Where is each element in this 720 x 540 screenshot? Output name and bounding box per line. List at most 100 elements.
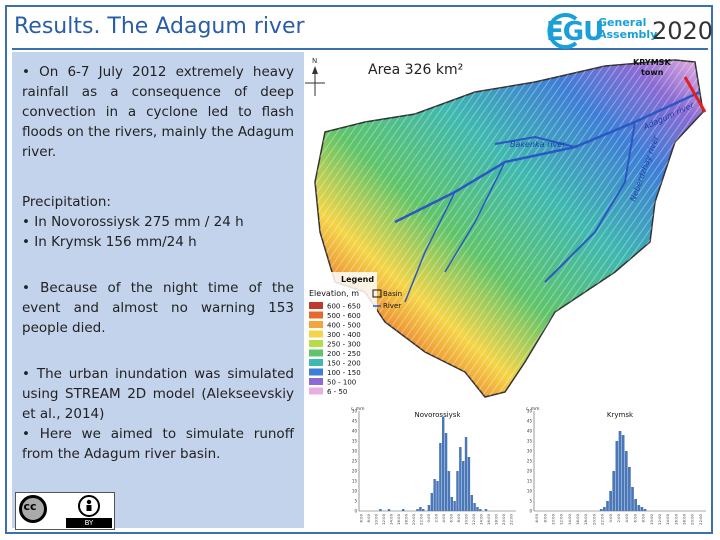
chart-bar [436, 481, 439, 511]
chart-x-tick: 18:00 [682, 513, 687, 525]
model-paragraph: • The urban inundation was simulated usi… [22, 364, 294, 464]
chart-x-tick: 20:00 [501, 513, 506, 525]
chart-x-tick: 12:00 [381, 513, 386, 525]
chart-y-tick: 40 [352, 429, 358, 434]
chart-x-tick: 12:00 [657, 513, 662, 525]
map-legend: Legend Elevation, m Basin River 600 - 65… [307, 272, 402, 400]
chart-y-tick: 0 [354, 509, 357, 514]
north-arrow-icon: N [305, 57, 325, 96]
chart-bar [618, 431, 622, 511]
chart-x-tick: 10:00 [374, 513, 379, 525]
chart-x-tick: 8:00 [366, 513, 371, 522]
chart-bar [479, 509, 482, 511]
chart-x-tick: 4:00 [624, 513, 629, 522]
chart-bar [447, 471, 451, 511]
chart-bar [422, 509, 425, 511]
chart-bar [599, 509, 603, 511]
adagum-river-line [394, 90, 701, 224]
model-text: • The urban inundation was simulated usi… [22, 366, 294, 422]
chart-y-tick: 15 [527, 479, 533, 484]
chart-x-tick: 2:00 [616, 513, 621, 522]
chart-y-tick: 20 [352, 469, 358, 474]
chart-y-tick: 15 [352, 479, 358, 484]
chart-bar [387, 509, 391, 511]
chart-x-tick: 14:00 [567, 513, 572, 525]
chart-bar [470, 495, 473, 511]
chart-x-tick: 22:00 [508, 513, 513, 525]
krymsk-chart: r, mm Krymsk 0 5 10 15 20 25 30 35 40 45 50 6:00 8:00 1… [520, 403, 710, 533]
chart-bar [416, 509, 419, 511]
legend-class-label: 100 - 150 [327, 369, 361, 377]
legend-swatch [309, 321, 323, 328]
legend-swatch [309, 368, 323, 376]
legend-swatch [309, 378, 323, 385]
chart-x-tick: 6:00 [632, 513, 637, 522]
precipitation-block: Precipitation: • In Novorossiysk 275 mm … [22, 192, 294, 252]
chart-bar [461, 461, 465, 511]
chart-bar [621, 435, 625, 511]
egu-line2: Assembly [598, 28, 658, 41]
legend-swatch [309, 330, 323, 338]
chart-y-tick: 30 [352, 449, 358, 454]
chart-bar [379, 509, 382, 511]
chart-bar [430, 493, 434, 511]
chart-bar [402, 509, 405, 511]
legend-swatch [309, 340, 323, 347]
chart-y-tick: 25 [527, 459, 533, 464]
chart-bar [603, 507, 606, 511]
chart-bar [444, 433, 448, 511]
by-label: BY [66, 518, 112, 528]
legend-swatch [309, 311, 323, 319]
legend-class-label: 250 - 300 [327, 341, 361, 349]
precip-item-novorossiysk: • In Novorossiysk 275 mm / 24 h [22, 214, 244, 230]
legend-class-label: 6 - 50 [327, 388, 347, 396]
chart-y-tick: 10 [352, 489, 358, 494]
chart-x-tick: 20:00 [411, 513, 416, 525]
chart-x-tick: 2:00 [434, 513, 439, 522]
legend-river-label: River [383, 302, 401, 310]
chart-bar [624, 451, 628, 511]
legend-swatch [309, 359, 323, 366]
chart-x-tick: 6:00 [448, 513, 453, 522]
chart-ylabel: r, mm [526, 406, 539, 412]
legend-class-label: 150 - 200 [327, 360, 361, 368]
intro-paragraph: • On 6-7 July 2012 extremely heavy rainf… [22, 62, 294, 162]
neberdzhay-river-line [544, 121, 636, 283]
chart-bar [467, 457, 471, 511]
novorossiysk-chart: r, mm Novorossiysk 0 5 10 15 20 25 30 35 40 45 50 6:0… [345, 403, 520, 533]
left-text-panel [12, 52, 304, 528]
legend-basin-label: Basin [383, 290, 402, 298]
chart-x-tick: 10:00 [649, 513, 654, 525]
chart-x-tick: 18:00 [493, 513, 498, 525]
chart-y-tick: 20 [527, 469, 533, 474]
chart-y-tick: 0 [529, 509, 532, 514]
precip-item-krymsk: • In Krymsk 156 mm/24 h [22, 234, 197, 250]
chart-x-tick: 14:00 [665, 513, 670, 525]
title-divider [12, 48, 708, 50]
aim-text: • Here we aimed to simulate runoff from … [22, 426, 294, 462]
chart-bar [628, 467, 631, 511]
chart-x-tick: 16:00 [486, 513, 491, 525]
chart-x-tick: 18:00 [583, 513, 588, 525]
chart-x-tick: 6:00 [534, 513, 539, 522]
novorossiysk-chart-svg: r, mm Novorossiysk 0 5 10 15 20 25 30 35 40 45 50 6:0… [351, 406, 516, 525]
chart-bar [634, 499, 637, 511]
basin-map: N KRYMSK town Adagum river Bakenka river… [305, 52, 710, 402]
chart-bar [450, 497, 453, 511]
chart-ylabel: r, mm [351, 406, 364, 412]
legend-class-label: 200 - 250 [327, 350, 361, 358]
chart-bar [433, 479, 436, 511]
chart-x-tick: 12:00 [559, 513, 564, 525]
chart-bar [606, 501, 609, 511]
legend-swatch [309, 302, 323, 309]
chart-bar [464, 437, 468, 511]
intro-text: • On 6-7 July 2012 extremely heavy rainf… [22, 64, 294, 160]
chart-x-tick: 16:00 [673, 513, 678, 525]
chart-y-tick: 45 [352, 419, 358, 424]
area-label: Area 326 km² [368, 62, 464, 78]
chart-bar [643, 509, 647, 511]
legend-class-label: 500 - 600 [327, 312, 361, 320]
cc-by-license-badge[interactable]: cc BY [15, 492, 115, 530]
chart-x-tick: 4:00 [441, 513, 446, 522]
